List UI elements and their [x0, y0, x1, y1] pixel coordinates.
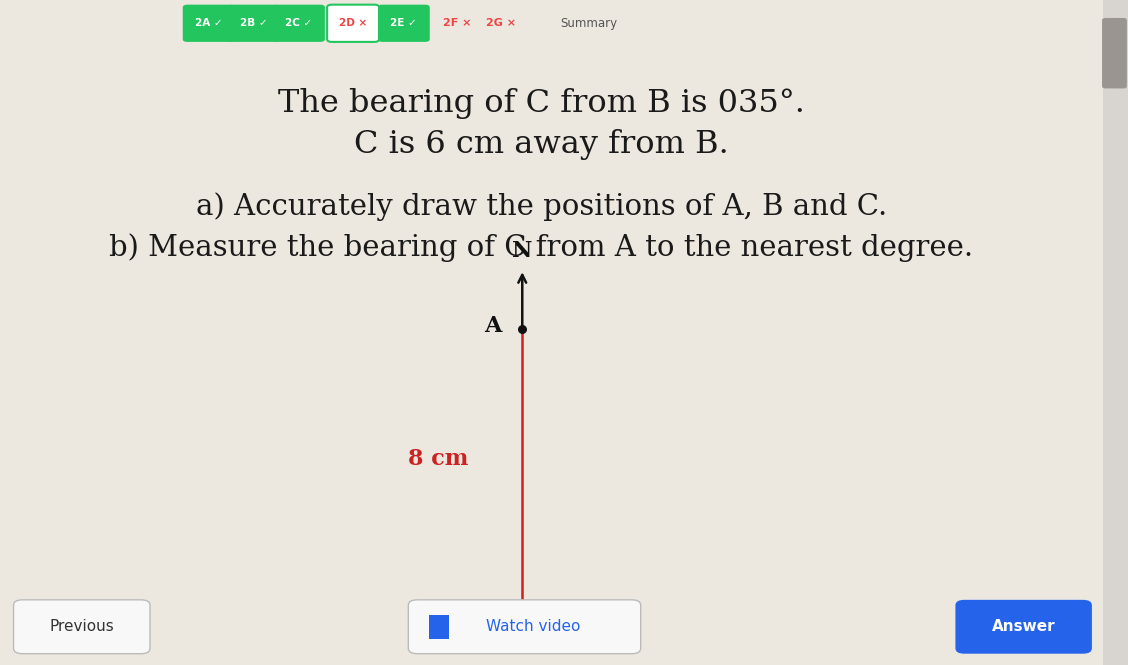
Text: Watch video: Watch video	[486, 619, 581, 634]
Text: The bearing of C from B is 035°.: The bearing of C from B is 035°.	[277, 88, 805, 118]
FancyBboxPatch shape	[955, 600, 1092, 654]
Text: 2G ×: 2G ×	[486, 18, 515, 29]
FancyBboxPatch shape	[228, 5, 280, 42]
FancyBboxPatch shape	[273, 5, 325, 42]
Text: C is 6 cm away from B.: C is 6 cm away from B.	[354, 130, 729, 160]
Text: 2D ×: 2D ×	[338, 18, 368, 29]
Text: 8 cm: 8 cm	[407, 448, 468, 470]
Text: a) Accurately draw the positions of A, B and C.: a) Accurately draw the positions of A, B…	[196, 192, 887, 221]
Text: Answer: Answer	[992, 619, 1056, 634]
Bar	[1103, 0, 1128, 665]
Text: 2E ✓: 2E ✓	[390, 18, 417, 29]
Text: Summary: Summary	[561, 17, 618, 30]
Text: 2C ✓: 2C ✓	[285, 18, 312, 29]
Point	[513, 324, 531, 334]
Text: A: A	[485, 315, 502, 337]
FancyBboxPatch shape	[327, 5, 379, 42]
Text: 2F ×: 2F ×	[442, 18, 472, 29]
Text: 2B ✓: 2B ✓	[240, 18, 267, 29]
FancyBboxPatch shape	[378, 5, 430, 42]
Text: b) Measure the bearing of C from A to the nearest degree.: b) Measure the bearing of C from A to th…	[109, 233, 973, 262]
Text: 2A ✓: 2A ✓	[195, 18, 222, 29]
FancyBboxPatch shape	[14, 600, 150, 654]
FancyBboxPatch shape	[429, 614, 449, 638]
FancyBboxPatch shape	[408, 600, 641, 654]
FancyBboxPatch shape	[1102, 18, 1127, 88]
Text: Previous: Previous	[50, 619, 114, 634]
FancyBboxPatch shape	[183, 5, 235, 42]
Text: N: N	[512, 239, 532, 262]
